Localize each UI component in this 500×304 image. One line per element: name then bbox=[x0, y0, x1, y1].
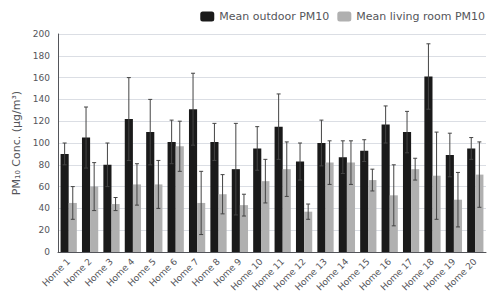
svg-text:0: 0 bbox=[44, 247, 50, 257]
svg-text:Mean outdoor PM10: Mean outdoor PM10 bbox=[219, 10, 329, 23]
svg-text:Home 16: Home 16 bbox=[357, 256, 394, 293]
svg-text:200: 200 bbox=[33, 29, 50, 39]
svg-text:Home 8: Home 8 bbox=[190, 256, 222, 289]
svg-text:Home 10: Home 10 bbox=[228, 256, 265, 293]
svg-text:Home 4: Home 4 bbox=[104, 256, 137, 289]
svg-text:140: 140 bbox=[33, 94, 50, 104]
svg-text:Home 6: Home 6 bbox=[147, 256, 180, 289]
svg-text:Home 17: Home 17 bbox=[378, 256, 415, 293]
svg-text:180: 180 bbox=[33, 51, 50, 61]
svg-text:Home 18: Home 18 bbox=[400, 256, 436, 293]
svg-text:120: 120 bbox=[33, 116, 50, 126]
svg-text:Mean living room PM10: Mean living room PM10 bbox=[356, 10, 485, 23]
svg-text:PM₁₀ Conc. (μg/m³): PM₁₀ Conc. (μg/m³) bbox=[10, 91, 23, 195]
svg-text:20: 20 bbox=[39, 225, 51, 235]
svg-text:60: 60 bbox=[39, 182, 51, 192]
svg-text:40: 40 bbox=[39, 203, 51, 213]
svg-text:Home 20: Home 20 bbox=[443, 256, 479, 292]
svg-text:160: 160 bbox=[33, 73, 50, 83]
svg-text:Home 12: Home 12 bbox=[271, 256, 308, 293]
svg-text:Home 19: Home 19 bbox=[421, 256, 458, 293]
svg-text:80: 80 bbox=[39, 160, 51, 170]
svg-text:Home 14: Home 14 bbox=[314, 256, 351, 293]
svg-text:Home 15: Home 15 bbox=[335, 256, 372, 293]
svg-text:Home 11: Home 11 bbox=[250, 256, 287, 293]
svg-text:Home 7: Home 7 bbox=[168, 256, 201, 289]
svg-text:Home 9: Home 9 bbox=[211, 256, 244, 289]
svg-text:Home 1: Home 1 bbox=[40, 256, 73, 289]
svg-text:Home 3: Home 3 bbox=[83, 256, 115, 289]
svg-text:100: 100 bbox=[33, 138, 50, 148]
svg-text:Home 13: Home 13 bbox=[293, 256, 329, 293]
svg-text:Home 5: Home 5 bbox=[125, 256, 158, 289]
svg-text:Home 2: Home 2 bbox=[61, 256, 94, 289]
